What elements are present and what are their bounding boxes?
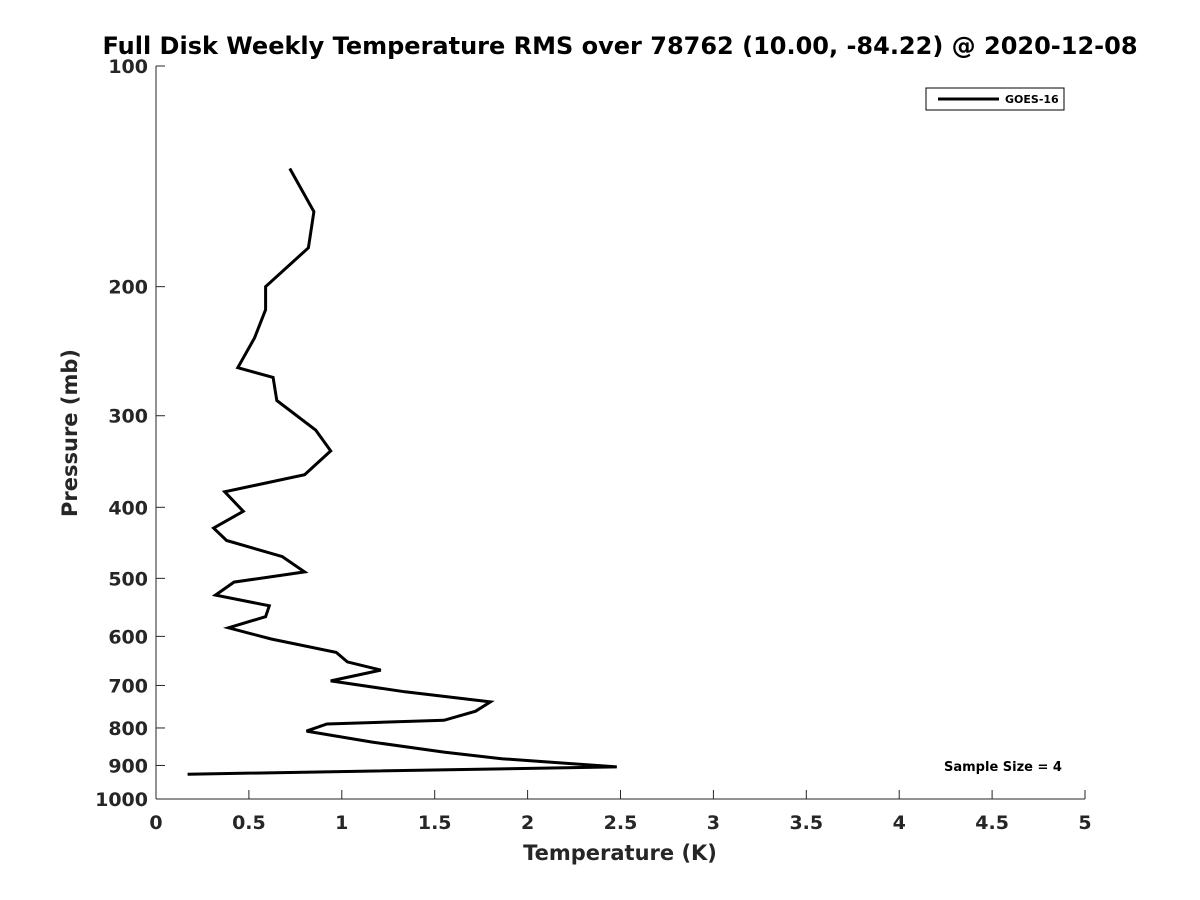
x-tick-label: 3: [707, 812, 720, 834]
x-tick-label: 2.5: [604, 812, 638, 834]
y-tick-label: 300: [108, 406, 148, 428]
y-tick-label: 200: [108, 277, 148, 299]
legend-entry-goes-16: GOES-16: [1005, 93, 1059, 106]
x-tick-label: 0: [149, 812, 162, 834]
legend: GOES-16: [925, 87, 1065, 111]
sample-size-annotation: Sample Size = 4: [944, 760, 1062, 775]
x-tick-label: 1.5: [418, 812, 452, 834]
y-tick-label: 900: [108, 755, 148, 777]
y-tick-label: 500: [108, 568, 148, 590]
y-axis-ticks: 100 200 300 400 500 600 700 800 900 1000: [95, 56, 165, 811]
x-tick-label: 4.5: [975, 812, 1009, 834]
y-tick-label: 1000: [95, 789, 148, 811]
y-tick-label: 600: [108, 626, 148, 648]
series-layer: [187, 167, 617, 776]
x-tick-label: 3.5: [789, 812, 823, 834]
x-tick-label: 2: [521, 812, 534, 834]
x-tick-label: 0.5: [232, 812, 266, 834]
x-tick-label: 4: [893, 812, 906, 834]
y-tick-label: 800: [108, 718, 148, 740]
x-axis-ticks: 0 0.5 1 1.5 2 2.5 3 3.5 4 4.5 5: [149, 790, 1092, 834]
series-line-goes-16: [187, 167, 617, 776]
x-axis-label: Temperature (K): [523, 841, 717, 865]
y-tick-label: 400: [108, 497, 148, 519]
chart-title: Full Disk Weekly Temperature RMS over 78…: [102, 32, 1137, 60]
y-tick-label: 700: [108, 675, 148, 697]
y-tick-label: 100: [108, 56, 148, 78]
y-axis-label: Pressure (mb): [58, 349, 82, 517]
x-tick-label: 1: [335, 812, 348, 834]
x-tick-label: 5: [1078, 812, 1091, 834]
